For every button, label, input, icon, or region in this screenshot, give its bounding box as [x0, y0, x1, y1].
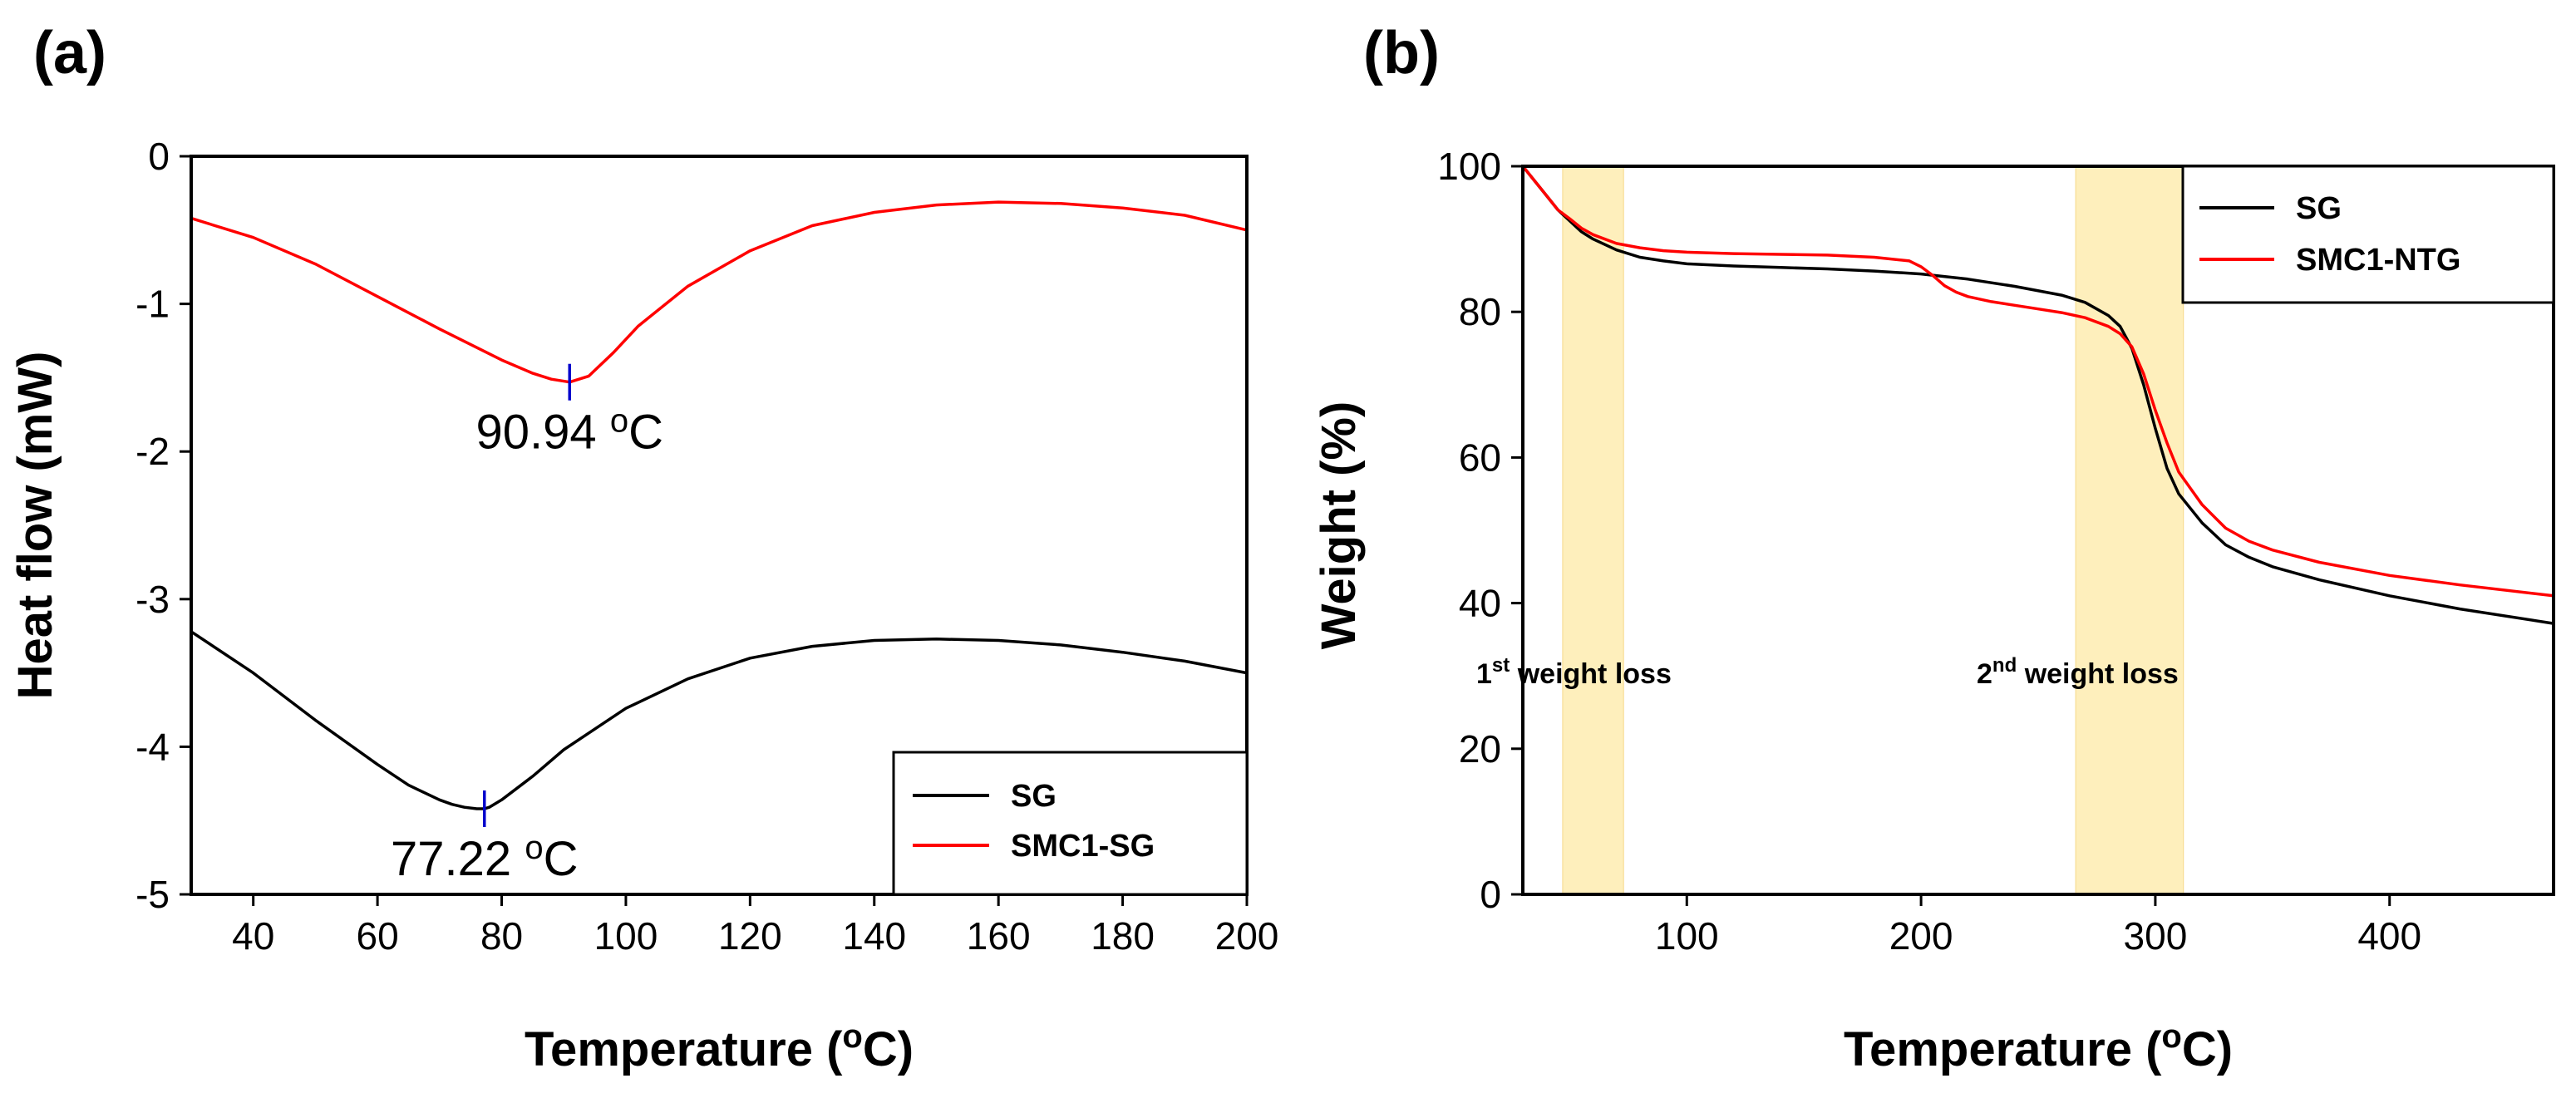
x-tick-label: 300 — [2124, 914, 2188, 958]
region-label-1: 1st weight loss — [1476, 654, 1672, 690]
region-label-2: 2nd weight loss — [1977, 654, 2179, 690]
x-tick-label: 200 — [1215, 914, 1279, 958]
series-line-SG — [1521, 165, 2554, 625]
peak-label: 90.94 oC — [476, 403, 663, 460]
y-tick-label: 60 — [1459, 436, 1501, 479]
legend-label: SG — [1011, 779, 1057, 814]
y-tick-label: 80 — [1459, 290, 1501, 333]
legend-box — [892, 751, 1249, 896]
shaded-region-2 — [2075, 165, 2184, 895]
panel-a-ylabel: Heat flow (mW) — [8, 352, 62, 700]
panel-b-plot-area: 1st weight loss 2nd weight loss — [1476, 165, 2554, 690]
panel-a-frame — [190, 155, 1249, 896]
series-line-SG — [190, 630, 1248, 810]
panel-b-ticks: 100 200 300 400 0 20 40 60 80 100 — [1437, 145, 2421, 958]
panel-b-ylabel: Weight (%) — [1312, 401, 1366, 650]
panel-a-ticks: 40 60 80 100 120 140 160 180 200 0 -1 -2 -3 -4 -5 — [135, 135, 1278, 958]
x-tick-label: 120 — [718, 914, 782, 958]
panel-a-plot-area: 90.94 oC 77.22 oC — [190, 200, 1248, 886]
x-tick-label: 60 — [357, 914, 399, 958]
panel-b-label: (b) — [1363, 20, 1440, 86]
panel-b-legend: SG SMC1-NTG — [2181, 165, 2555, 304]
panel-a-label: (a) — [33, 20, 106, 86]
x-tick-label: 40 — [232, 914, 274, 958]
panel-a-xlabel: Temperature (oC) — [525, 1018, 914, 1076]
y-tick-label: -4 — [135, 725, 170, 768]
legend-label: SMC1-NTG — [2296, 243, 2460, 278]
panel-a-dsc-chart: (a) 40 60 80 100 120 140 160 180 2000-1-2-3-4-5 … — [8, 20, 1278, 1076]
y-tick-label: 0 — [1480, 873, 1501, 916]
y-tick-label: -3 — [135, 578, 170, 621]
x-tick-label: 160 — [967, 914, 1031, 958]
x-tick-label: 80 — [480, 914, 523, 958]
series-line-SMC1-NTG — [1521, 165, 2554, 598]
x-tick-label: 180 — [1091, 914, 1155, 958]
shaded-region-1 — [1562, 165, 1624, 895]
x-tick-label: 100 — [594, 914, 658, 958]
panel-b-shaded-regions — [1562, 165, 2184, 895]
panel-b-tga-chart: (b) 100 200 300 400 0 20 40 60 80 100 1st weight … — [1312, 20, 2555, 1076]
panel-a-legend: SG SMC1-SG — [892, 751, 1249, 896]
x-tick-label: 140 — [842, 914, 906, 958]
panel-b-xlabel: Temperature (oC) — [1844, 1018, 2233, 1076]
y-tick-label: 0 — [148, 135, 170, 178]
legend-label: SG — [2296, 191, 2342, 226]
x-tick-label: 400 — [2357, 914, 2421, 958]
x-tick-label: 100 — [1655, 914, 1719, 958]
peak-label: 77.22 oC — [391, 830, 578, 886]
x-tick-label: 200 — [1889, 914, 1953, 958]
panel-b-frame — [1521, 165, 2555, 896]
y-tick-label: -2 — [135, 430, 170, 473]
series-line-SMC1-SG — [190, 200, 1248, 384]
y-tick-label: 40 — [1459, 582, 1501, 625]
y-tick-label: 100 — [1437, 145, 1501, 188]
y-tick-label: -1 — [135, 283, 170, 326]
legend-label: SMC1-SG — [1011, 829, 1155, 864]
y-tick-label: 20 — [1459, 727, 1501, 771]
legend-box — [2181, 165, 2555, 304]
y-tick-label: -5 — [135, 873, 170, 916]
